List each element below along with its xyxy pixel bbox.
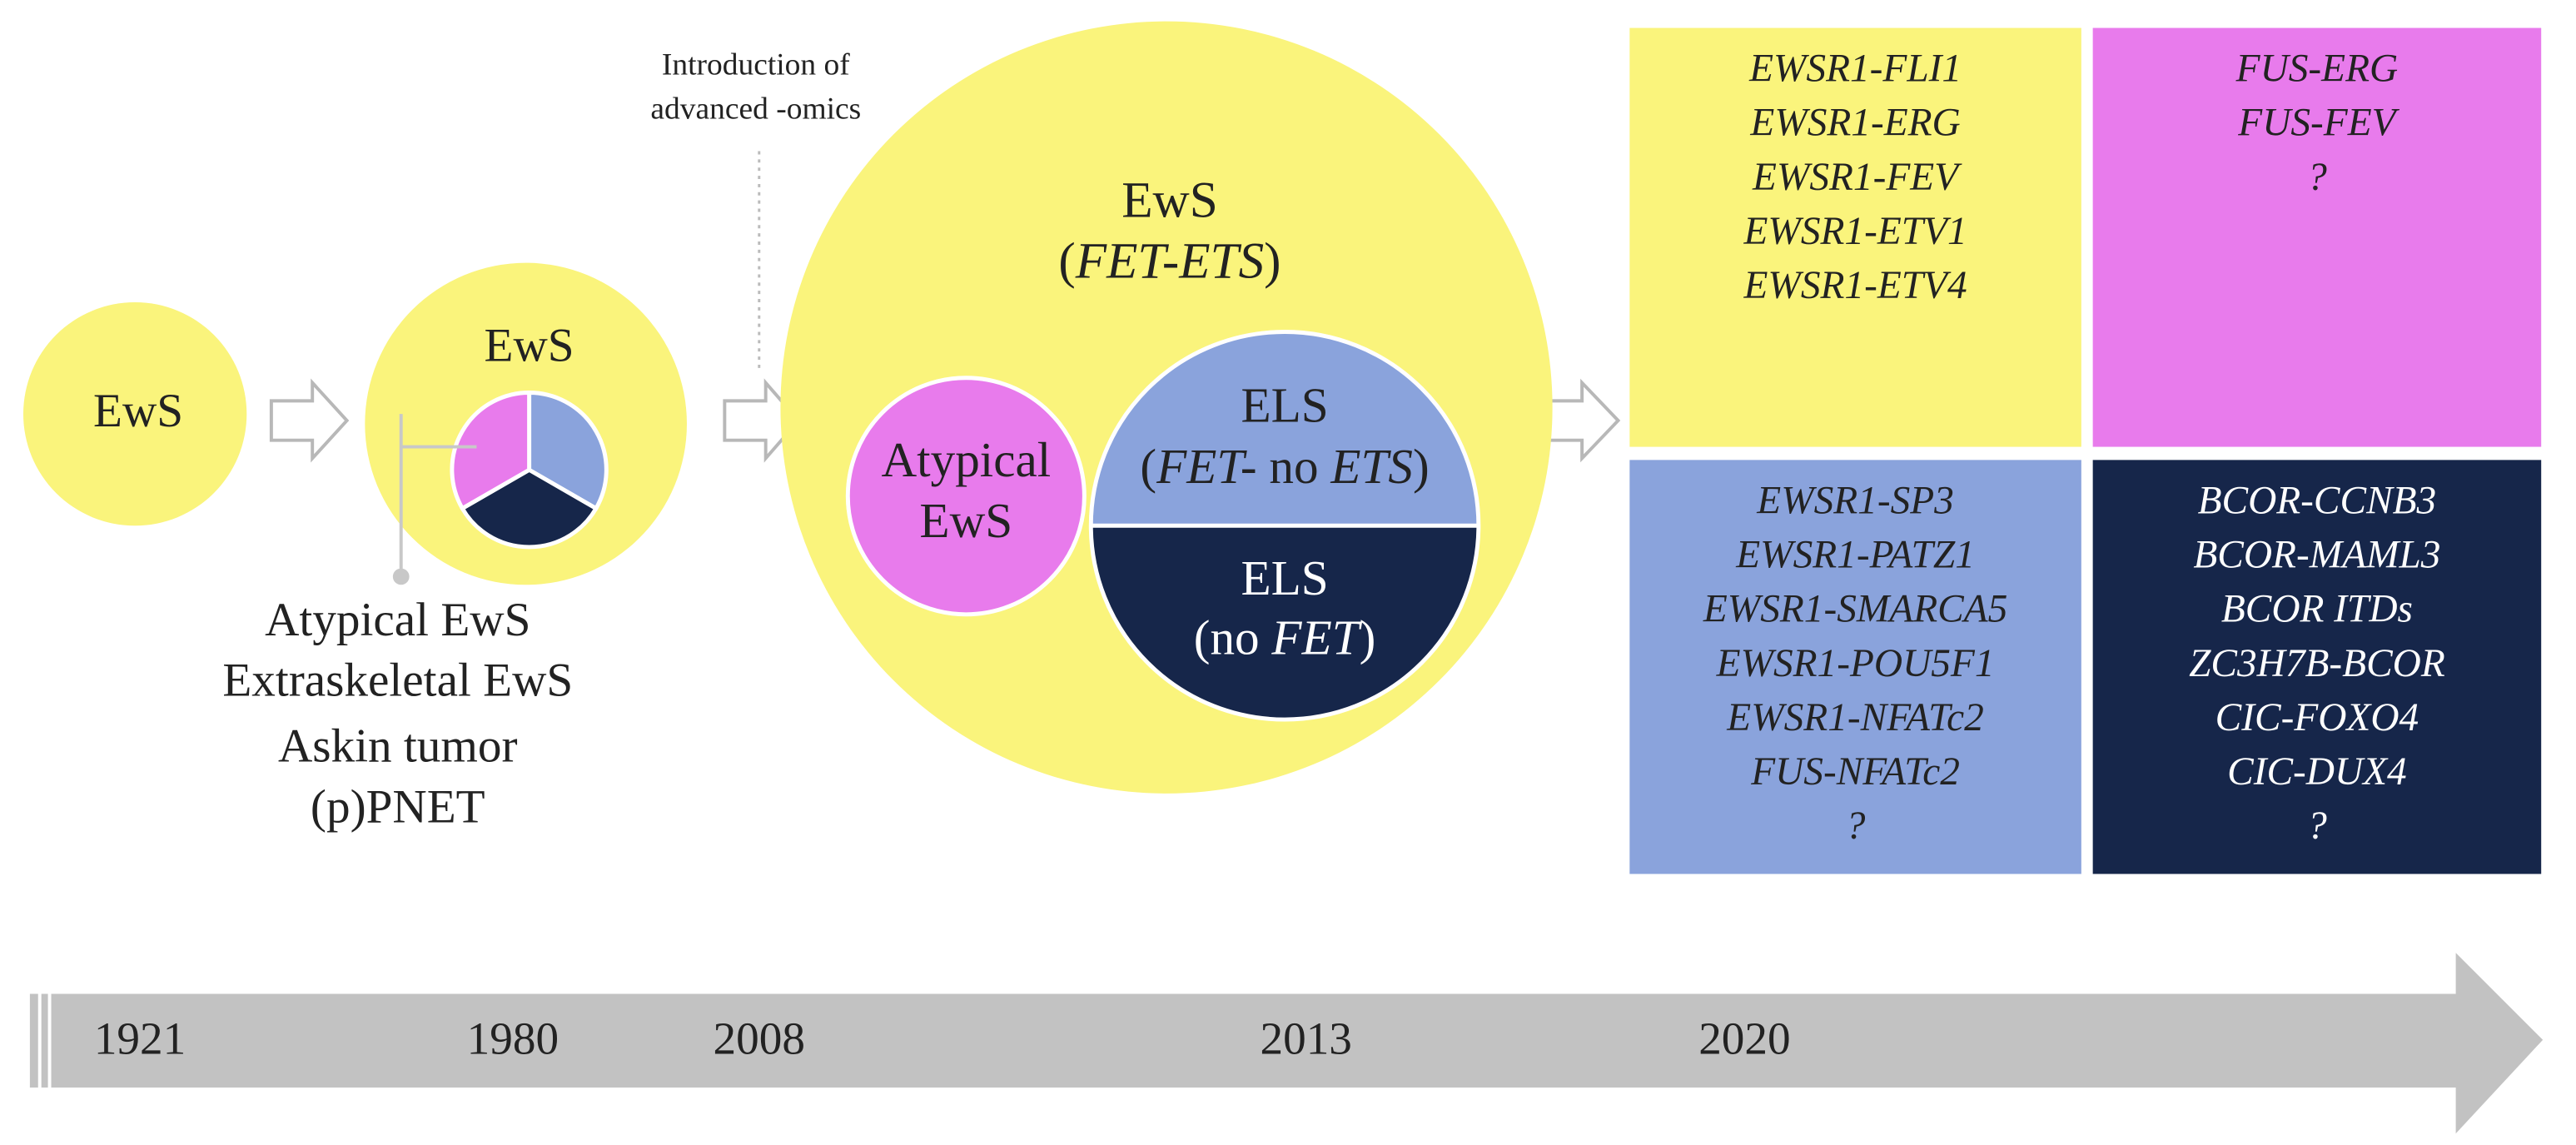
label: (no FET) [1194, 610, 1376, 665]
fusion: EWSR1-ERG [1749, 102, 1960, 145]
fusion: CIC-FOXO4 [2215, 696, 2419, 739]
fusion: EWSR1-NFATc2 [1726, 696, 1984, 739]
fusion: ZC3H7B-BCOR [2189, 642, 2445, 685]
label: EwS [1121, 173, 1218, 229]
circle-atypical [845, 376, 1087, 617]
fusion: ? [1846, 804, 1866, 848]
label: Atypical [881, 432, 1051, 487]
label: ELS [1241, 378, 1328, 433]
arrows [269, 378, 1621, 463]
fusion: FUS-FEV [2237, 102, 2399, 145]
half-els-fet [1091, 331, 1479, 526]
fusion-box [2092, 27, 2542, 447]
subtype: Extraskeletal EwS [222, 655, 573, 707]
label: (FET-ETS) [1058, 234, 1281, 290]
fusion: BCOR ITDs [2221, 588, 2413, 631]
fusion-box [1629, 27, 2081, 447]
annotation: Introduction of [662, 47, 850, 82]
label: EwS [485, 319, 574, 371]
year: 1980 [467, 1013, 559, 1063]
fusion-box [2092, 460, 2542, 874]
subtype: Askin tumor [278, 720, 518, 773]
circle-1921 [22, 301, 247, 526]
arrow [1539, 378, 1621, 463]
fusion: EWSR1-PATZ1 [1735, 534, 1975, 577]
fusion: EWSR1-SP3 [1756, 479, 1954, 522]
annotation: advanced -omics [650, 92, 861, 127]
label: ELS [1241, 550, 1328, 605]
label: (FET- no ETS) [1140, 439, 1429, 494]
pie-slice [459, 467, 599, 550]
fusion: BCOR-CCNB3 [2198, 479, 2437, 522]
fusion: FUS-NFATc2 [1750, 750, 1960, 794]
half-els-no-fet [1091, 525, 1479, 720]
fusion: EWSR1-POU5F1 [1716, 642, 1995, 685]
subtype: (p)PNET [311, 781, 485, 834]
fusion: EWSR1-FEV [1752, 156, 1962, 199]
fusion: EWSR1-ETV4 [1743, 264, 1967, 307]
arrow [269, 378, 350, 463]
label: EwS [919, 493, 1012, 548]
fusion: BCOR-MAML3 [2193, 534, 2440, 577]
pointer-dot [392, 568, 410, 585]
pie-slice [450, 391, 532, 511]
year: 2020 [1698, 1013, 1790, 1063]
fusion: EWSR1-SMARCA5 [1703, 588, 2007, 631]
fusion: CIC-DUX4 [2227, 750, 2407, 794]
year: 2013 [1260, 1013, 1351, 1063]
label: EwS [93, 385, 183, 437]
year: 2008 [714, 1013, 805, 1063]
pointer [399, 414, 477, 575]
pie [450, 391, 609, 550]
fusion: FUS-ERG [2235, 47, 2399, 91]
fusion-box [1629, 460, 2081, 874]
fusion: EWSR1-FLI1 [1748, 47, 1962, 91]
timeline-arrow [29, 953, 2544, 1134]
fusion: ? [2307, 156, 2327, 199]
subtype: Atypical EwS [265, 594, 530, 646]
year: 1921 [94, 1013, 186, 1063]
fusion: EWSR1-ETV1 [1743, 210, 1967, 253]
fusion: ? [2307, 804, 2327, 848]
